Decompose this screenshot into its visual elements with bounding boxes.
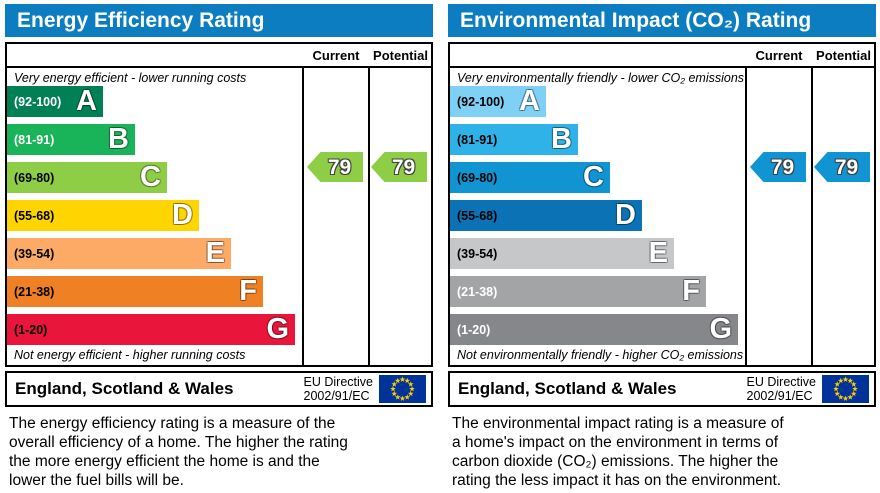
potential-rating-value: 79 — [391, 155, 416, 179]
current-rating-arrow: 79 — [750, 152, 806, 182]
band-letter: C — [140, 161, 161, 193]
band-letter: F — [682, 275, 700, 307]
rating-table-energy: Current Potential Very energy efficient … — [5, 42, 433, 367]
band-b: (81-91) B — [450, 124, 578, 155]
eu-directive-line1: EU Directive — [303, 375, 373, 389]
column-divider — [811, 44, 813, 365]
eu-directive-line1: EU Directive — [746, 375, 816, 389]
band-letter: G — [709, 313, 732, 345]
band-letter: B — [551, 123, 572, 155]
band-range-label: (69-80) — [457, 170, 498, 185]
region-label: England, Scotland & Wales — [458, 379, 677, 398]
band-range-label: (21-38) — [14, 284, 55, 299]
band-a: (92-100) A — [450, 86, 546, 117]
band-f: (21-38) F — [450, 276, 706, 307]
current-rating-value: 79 — [770, 155, 795, 179]
column-header-potential: Potential — [816, 48, 871, 63]
band-range-label: (69-80) — [14, 170, 55, 185]
footer-bar-energy: England, Scotland & Wales EU Directive 2… — [5, 371, 433, 407]
panel-title-co2: Environmental Impact (CO₂) Rating — [448, 4, 876, 37]
band-d: (55-68) D — [7, 200, 199, 231]
eu-directive-label: EU Directive 2002/91/EC — [303, 375, 373, 403]
band-g: (1-20) G — [450, 314, 738, 345]
description-co2: The environmental impact rating is a mea… — [452, 415, 784, 489]
table-header-row — [7, 44, 431, 68]
eu-flag-icon — [379, 375, 426, 403]
band-d: (55-68) D — [450, 200, 642, 231]
band-c: (69-80) C — [450, 162, 610, 193]
eu-directive-line2: 2002/91/EC — [303, 388, 370, 403]
band-range-label: (81-91) — [14, 132, 55, 147]
band-letter: F — [239, 275, 257, 307]
current-rating-arrow: 79 — [307, 152, 363, 182]
band-e: (39-54) E — [450, 238, 674, 269]
band-range-label: (39-54) — [457, 246, 498, 261]
band-range-label: (92-100) — [14, 94, 62, 109]
band-range-label: (81-91) — [457, 132, 498, 147]
band-letter: A — [519, 85, 540, 117]
band-range-label: (39-54) — [14, 246, 55, 261]
band-letter: G — [266, 313, 289, 345]
band-letter: D — [172, 199, 193, 231]
eu-directive-line2: 2002/91/EC — [746, 388, 813, 403]
caption-bottom: Not energy efficient - higher running co… — [14, 348, 246, 362]
eu-flag-icon — [822, 375, 869, 403]
band-b: (81-91) B — [7, 124, 135, 155]
band-a: (92-100) A — [7, 86, 103, 117]
band-letter: E — [205, 237, 225, 269]
column-divider — [368, 44, 370, 365]
band-letter: A — [76, 85, 97, 117]
band-range-label: (1-20) — [14, 322, 48, 337]
band-range-label: (21-38) — [457, 284, 498, 299]
band-range-label: (55-68) — [457, 208, 498, 223]
band-range-label: (1-20) — [457, 322, 491, 337]
potential-rating-arrow: 79 — [371, 152, 427, 182]
band-letter: D — [615, 199, 636, 231]
footer-bar-co2: England, Scotland & Wales EU Directive 2… — [448, 371, 876, 407]
table-header-row — [450, 44, 874, 68]
column-header-current: Current — [312, 48, 360, 63]
description-energy: The energy efficiency rating is a measur… — [9, 415, 348, 489]
band-letter: E — [648, 237, 668, 269]
band-f: (21-38) F — [7, 276, 263, 307]
panel-title-energy: Energy Efficiency Rating — [5, 4, 433, 37]
eu-directive-label: EU Directive 2002/91/EC — [746, 375, 816, 403]
panel-energy-efficiency: Energy Efficiency Rating Current Potenti… — [5, 4, 433, 490]
band-range-label: (92-100) — [457, 94, 505, 109]
caption-top: Very environmentally friendly - lower CO… — [457, 71, 745, 85]
band-letter: B — [108, 123, 129, 155]
column-header-potential: Potential — [373, 48, 428, 63]
band-c: (69-80) C — [7, 162, 167, 193]
band-range-label: (55-68) — [14, 208, 55, 223]
caption-bottom: Not environmentally friendly - higher CO… — [457, 348, 744, 362]
potential-rating-value: 79 — [834, 155, 859, 179]
region-label: England, Scotland & Wales — [15, 379, 234, 398]
rating-table-co2: Current Potential Very environmentally f… — [448, 42, 876, 367]
caption-top: Very energy efficient - lower running co… — [14, 71, 247, 85]
band-e: (39-54) E — [7, 238, 231, 269]
band-g: (1-20) G — [7, 314, 295, 345]
potential-rating-arrow: 79 — [814, 152, 870, 182]
current-rating-value: 79 — [327, 155, 352, 179]
band-letter: C — [583, 161, 604, 193]
column-divider — [302, 44, 304, 365]
column-divider — [745, 44, 747, 365]
panel-environmental-impact: Environmental Impact (CO₂) Rating Curren… — [448, 4, 876, 490]
column-header-current: Current — [755, 48, 803, 63]
